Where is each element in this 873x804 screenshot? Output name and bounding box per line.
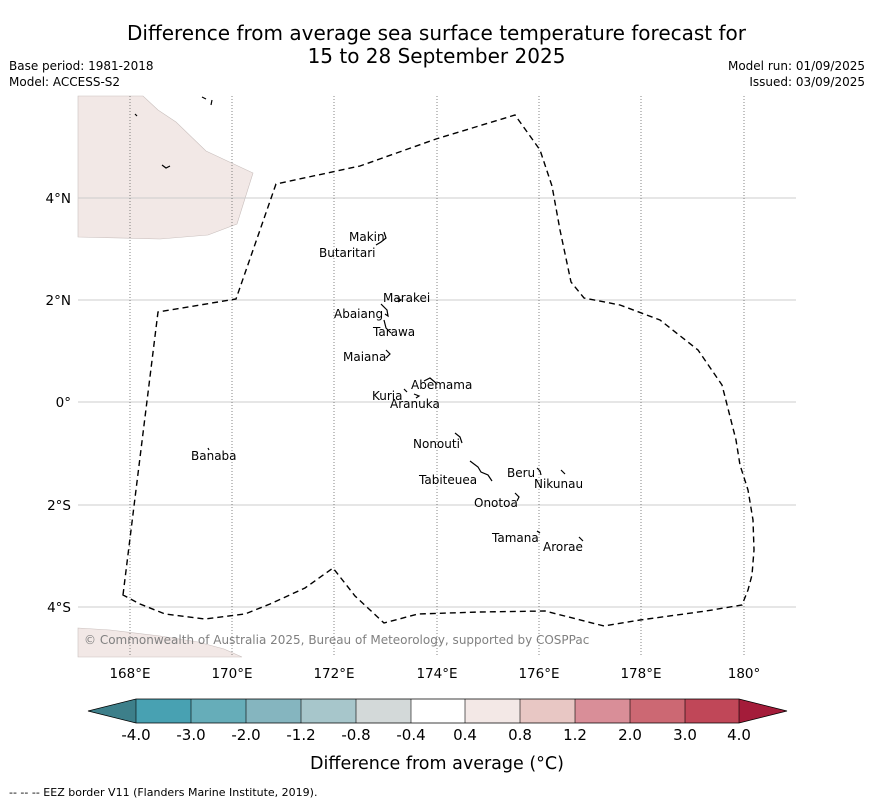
reef-marker-4 (161, 164, 171, 169)
colorbar-title: Difference from average (°C) (310, 754, 564, 774)
island-outline-nikunau (560, 469, 566, 475)
island-label-tarawa: Tarawa (372, 325, 415, 339)
x-tick-178e: 178°E (620, 666, 661, 682)
island-label-nonouti: Nonouti (413, 437, 460, 451)
island-label-arorae: Arorae (543, 540, 583, 554)
colorbar: -4.0 -3.0 -2.0 -1.2 -0.8 -0.4 0.4 0.8 1.… (87, 698, 788, 774)
colorbar-tick: 0.4 (453, 726, 477, 744)
island-outline-kuria (403, 388, 408, 393)
colorbar-low-extension (88, 699, 136, 723)
colorbar-swatch-6 (411, 699, 465, 723)
island-label-kuria: Kuria (372, 389, 403, 403)
island-label-makin: Makin (349, 230, 385, 244)
reef-marker-1 (201, 96, 207, 100)
island-outline-tabiteuea (469, 460, 493, 482)
x-tick-174e: 174°E (416, 666, 457, 682)
meta-left: Base period: 1981-2018 Model: ACCESS-S2 (9, 58, 154, 90)
y-tick-2n: 2°N (46, 293, 71, 309)
meta-right: Model run: 01/09/2025 Issued: 03/09/2025 (728, 58, 865, 90)
island-label-marakei: Marakei (383, 291, 430, 305)
x-tick-170e: 170°E (211, 666, 252, 682)
colorbar-tick: 4.0 (727, 726, 751, 744)
colorbar-swatch-1 (136, 699, 191, 723)
island-outline-beru (536, 467, 542, 476)
colorbar-swatch-5 (356, 699, 411, 723)
colorbar-dividers (135, 699, 740, 723)
colorbar-tick: -0.8 (341, 726, 370, 744)
island-outlines (134, 96, 584, 542)
y-tick-4s: 4°S (47, 600, 71, 616)
x-tick-176e: 176°E (518, 666, 559, 682)
colorbar-swatch-3 (246, 699, 301, 723)
chart-title: Difference from average sea surface temp… (0, 22, 873, 68)
island-label-tamana: Tamana (491, 531, 539, 545)
x-tick-180: 180° (728, 666, 761, 682)
colorbar-tick: 0.8 (508, 726, 532, 744)
island-outline-banaba (207, 447, 210, 451)
colorbar-swatch-2 (191, 699, 246, 723)
y-axis-labels: 4°N 2°N 0° 2°S 4°S (46, 191, 71, 616)
colorbar-tick-labels: -4.0 -3.0 -2.0 -1.2 -0.8 -0.4 0.4 0.8 1.… (121, 726, 751, 744)
island-outline-aranuka (413, 393, 421, 399)
x-axis-labels: 168°E 170°E 172°E 174°E 176°E 178°E 180° (109, 666, 760, 682)
colorbar-tick: 1.2 (563, 726, 587, 744)
island-labels: Makin Butaritari Marakei Abaiang Tarawa … (191, 230, 583, 554)
colorbar-swatch-8 (520, 699, 575, 723)
island-label-abaiang: Abaiang (334, 307, 383, 321)
colorbar-tick: 3.0 (673, 726, 697, 744)
island-label-tabiteuea: Tabiteuea (418, 473, 477, 487)
reef-marker-3 (134, 113, 138, 117)
colorbar-swatch-11 (685, 699, 739, 723)
island-label-beru: Beru (507, 466, 535, 480)
y-tick-2s: 2°S (47, 498, 71, 514)
colorbar-tick: -1.2 (286, 726, 315, 744)
colorbar-swatch-9 (575, 699, 630, 723)
island-label-abemama: Abemama (411, 378, 472, 392)
copyright-text: © Commonwealth of Australia 2025, Bureau… (84, 633, 589, 647)
island-label-nikunau: Nikunau (534, 477, 583, 491)
island-outline-nonouti (454, 432, 463, 444)
colorbar-tick: 2.0 (618, 726, 642, 744)
x-tick-172e: 172°E (313, 666, 354, 682)
island-outline-tamana (536, 530, 541, 534)
island-label-aranuka: Aranuka (390, 397, 440, 411)
island-label-banaba: Banaba (191, 449, 237, 463)
eez-border (122, 114, 755, 627)
island-outline-arorae (578, 536, 584, 542)
base-period-text: Base period: 1981-2018 (9, 59, 154, 73)
island-label-butaritari: Butaritari (319, 246, 376, 260)
colorbar-swatch-10 (630, 699, 685, 723)
title-line-1: Difference from average sea surface temp… (126, 21, 746, 45)
issued-text: Issued: 03/09/2025 (749, 75, 865, 89)
island-outline-makin (375, 231, 387, 246)
longitude-gridlines (129, 96, 745, 657)
island-label-onotoa: Onotoa (474, 496, 518, 510)
colorbar-tick: -0.4 (396, 726, 425, 744)
colorbar-high-extension (739, 699, 787, 723)
island-outline-abaiang (380, 303, 389, 318)
colorbar-tick: -3.0 (176, 726, 205, 744)
map-panel: Makin Butaritari Marakei Abaiang Tarawa … (77, 95, 796, 658)
land-mass-southwest (77, 627, 243, 658)
island-outline-marakei (396, 297, 403, 303)
island-outline-onotoa (514, 492, 520, 502)
eez-legend-note: -- -- -- EEZ border V11 (Flanders Marine… (9, 786, 318, 799)
colorbar-tick: -2.0 (231, 726, 260, 744)
island-outline-abemama (423, 377, 437, 384)
reef-marker-2 (210, 99, 213, 106)
model-run-text: Model run: 01/09/2025 (727, 59, 865, 73)
colorbar-swatch-7 (465, 699, 520, 723)
island-label-maiana: Maiana (343, 350, 386, 364)
island-outline-maiana (385, 349, 391, 359)
x-tick-168e: 168°E (109, 666, 150, 682)
colorbar-swatch-4 (301, 699, 356, 723)
island-outline-tarawa (383, 319, 392, 334)
model-text: Model: ACCESS-S2 (9, 75, 121, 89)
title-line-2: 15 to 28 September 2025 (307, 44, 566, 68)
colorbar-tick: -4.0 (121, 726, 150, 744)
y-tick-4n: 4°N (46, 191, 71, 207)
y-tick-0: 0° (56, 395, 71, 411)
